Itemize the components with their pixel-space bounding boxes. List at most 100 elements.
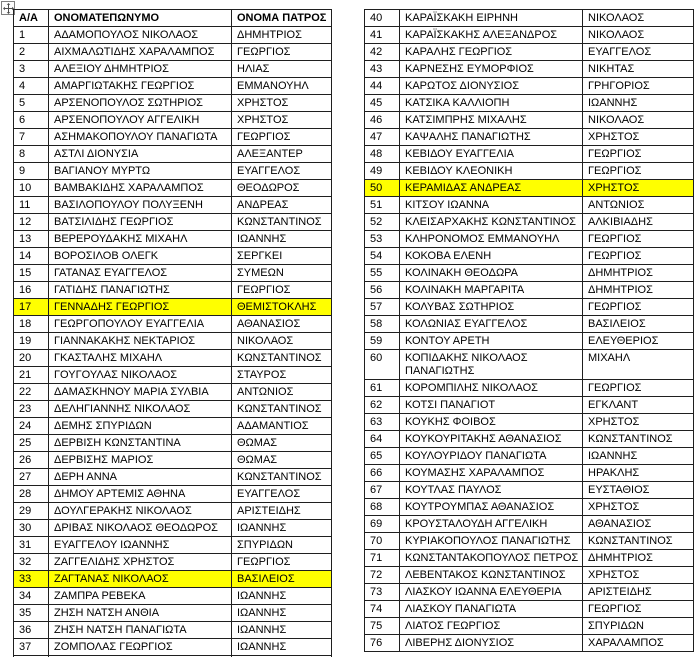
table-row: 43 ΚΑΡΝΕΣΗΣ ΕΥΜΟΡΦΙΟΣ ΝΙΚΗΤΑΣ [364,60,694,78]
row-number-cell: 29 [13,502,49,520]
full-name-cell: ΕΥΑΓΓΕΛΟΥ ΙΩΑΝΝΗΣ [48,536,232,554]
full-name-cell: ΖΗΣΗ ΝΑΤΣΗ ΑΝΘΙΑ [48,604,232,622]
father-name-cell: ΚΩΝΣΤΑΝΤΙΝΟΣ [231,400,332,418]
father-name-cell: ΚΩΝΣΤΑΝΤΙΝΟΣ [582,532,694,550]
father-name-cell: ΣΤΑΥΡΟΣ [231,366,332,384]
row-number-cell: 24 [13,417,49,435]
full-name-cell: ΒΑΓΙΑΝΟΥ ΜΥΡΤΩ [48,162,232,180]
full-name-cell: ΚΑΤΣΙΜΠΡΗΣ ΜΙΧΑΛΗΣ [399,111,583,129]
father-name-cell: ΣΠΥΡΙΔΩΝ [582,617,694,635]
table-row: 9 ΒΑΓΙΑΝΟΥ ΜΥΡΤΩ ΕΥΑΓΓΕΛΟΣ [13,162,332,180]
row-number-cell: 12 [13,213,49,231]
full-name-cell: ΛΙΒΕΡΗΣ ΔΙΟΝΥΣΙΟΣ [399,634,583,652]
row-number-cell: 42 [364,43,400,61]
father-name-cell: ΚΩΝΣΤΑΝΤΙΝΟΣ [582,430,694,448]
father-name-cell: ΓΕΩΡΓΙΟΣ [231,43,332,61]
row-number-cell: 46 [364,111,400,129]
father-name-cell: ΑΛΕΞΑΝΤΕΡ [231,145,332,163]
row-number-cell: 31 [13,536,49,554]
table-row: 60 ΚΟΠΙΔΑΚΗΣ ΝΙΚΟΛΑΟΣ ΠΑΝΑΓΙΩΤΗΣ ΜΙΧΑΗΛ [364,349,694,380]
table-row: 24 ΔΕΜΗΣ ΣΠΥΡΙΔΩΝ ΑΔΑΜΑΝΤΙΟΣ [13,417,332,435]
father-name-cell: ΙΩΑΝΝΗΣ [231,638,332,656]
full-name-cell: ΔΕΡΗ ΑΝΝΑ [48,468,232,486]
row-number-cell: 25 [13,434,49,452]
row-number-cell: 37 [13,638,49,656]
row-number-cell: 27 [13,468,49,486]
father-name-cell: ΓΕΩΡΓΙΟΣ [582,247,694,265]
full-name-cell: ΚΟΠΙΔΑΚΗΣ ΝΙΚΟΛΑΟΣ ΠΑΝΑΓΙΩΤΗΣ [399,349,583,380]
father-name-cell: ΧΡΗΣΤΟΣ [582,179,694,197]
full-name-cell: ΚΡΟΥΣΤΑΛΟΥΔΗ ΑΓΓΕΛΙΚΗ [399,515,583,533]
full-name-cell: ΛΙΑΣΚΟΥ ΙΩΑΝΝΑ ΕΛΕΥΘΕΡΙΑ [399,583,583,601]
row-number-cell: 62 [364,396,400,414]
father-name-cell: ΑΝΤΩΝΙΟΣ [231,383,332,401]
father-name-cell: ΕΛΕΥΘΕΡΙΟΣ [582,332,694,350]
full-name-cell: ΑΜΑΡΓΙΩΤΑΚΗΣ ΓΕΩΡΓΙΟΣ [48,77,232,95]
full-name-cell: ΑΙΧΜΑΛΩΤΙΔΗΣ ΧΑΡΑΛΑΜΠΟΣ [48,43,232,61]
table-row: 74 ΛΙΑΣΚΟΥ ΠΑΝΑΓΙΩΤΑ ΓΕΩΡΓΙΟΣ [364,600,694,618]
table-row: 55 ΚΟΛΙΝΑΚΗ ΘΕΟΔΩΡΑ ΔΗΜΗΤΡΙΟΣ [364,264,694,282]
table-row: 67 ΚΟΥΤΛΑΣ ΠΑΥΛΟΣ ΕΥΣΤΑΘΙΟΣ [364,481,694,499]
table-row: 54 ΚΟΚΟΒΑ ΕΛΕΝΗ ΓΕΩΡΓΙΟΣ [364,247,694,265]
row-number-cell: 48 [364,145,400,163]
father-name-cell: ΧΡΗΣΤΟΣ [582,498,694,516]
row-number-cell: 70 [364,532,400,550]
table-row: 37 ΖΟΜΠΟΛΑΣ ΓΕΩΡΓΙΟΣ ΙΩΑΝΝΗΣ [13,638,332,656]
row-number-cell: 22 [13,383,49,401]
table-row: 1 ΑΔΑΜΟΠΟΥΛΟΣ ΝΙΚΟΛΑΟΣ ΔΗΜΗΤΡΙΟΣ [13,26,332,44]
father-name-cell: ΧΡΗΣΤΟΣ [582,566,694,584]
row-number-cell: 5 [13,94,49,112]
father-name-cell: ΕΥΣΤΑΘΙΟΣ [582,481,694,499]
father-name-cell: ΙΩΑΝΝΗΣ [231,230,332,248]
father-name-cell: ΧΑΡΑΛΑΜΠΟΣ [582,634,694,652]
father-name-cell: ΧΡΗΣΤΟΣ [582,128,694,146]
father-name-cell: ΓΕΩΡΓΙΟΣ [582,379,694,397]
row-number-cell: 18 [13,315,49,333]
full-name-cell: ΚΟΥΜΑΣΗΣ ΧΑΡΑΛΑΜΠΟΣ [399,464,583,482]
father-name-cell: ΓΕΩΡΓΙΟΣ [582,162,694,180]
full-name-cell: ΚΟΥΤΛΑΣ ΠΑΥΛΟΣ [399,481,583,499]
full-name-cell: ΖΑΓΓΕΛΙΔΗΣ ΧΡΗΣΤΟΣ [48,553,232,571]
full-name-cell: ΚΕΒΙΔΟΥ ΚΛΕΟΝΙΚΗ [399,162,583,180]
father-name-cell: ΣΕΡΓΚΕΙ [231,247,332,265]
father-name-cell: ΘΩΜΑΣ [231,451,332,469]
full-name-cell: ΒΟΡΟΣΙΛΟΒ ΟΛΕΓΚ [48,247,232,265]
table-row: 56 ΚΟΛΙΝΑΚΗ ΜΑΡΓΑΡΙΤΑ ΔΗΜΗΤΡΙΟΣ [364,281,694,299]
full-name-cell: ΒΕΡΕΡΟΥΔΑΚΗΣ ΜΙΧΑΗΛ [48,230,232,248]
table-row: 47 ΚΑΨΑΛΗΣ ΠΑΝΑΓΙΩΤΗΣ ΧΡΗΣΤΟΣ [364,128,694,146]
table-row: 66 ΚΟΥΜΑΣΗΣ ΧΑΡΑΛΑΜΠΟΣ ΗΡΑΚΛΗΣ [364,464,694,482]
row-number-cell: 67 [364,481,400,499]
full-name-cell: ΛΙΑΣΚΟΥ ΠΑΝΑΓΙΩΤΑ [399,600,583,618]
row-number-cell: 36 [13,621,49,639]
table-row: 64 ΚΟΥΚΟΥΡΙΤΑΚΗΣ ΑΘΑΝΑΣΙΟΣ ΚΩΝΣΤΑΝΤΙΝΟΣ [364,430,694,448]
row-number-cell: 32 [13,553,49,571]
father-name-cell: ΑΝΤΩΝΙΟΣ [582,196,694,214]
father-name-cell: ΧΡΗΣΤΟΣ [231,94,332,112]
table-row: 57 ΚΟΛΥΒΑΣ ΣΩΤΗΡΙΟΣ ΓΕΩΡΓΙΟΣ [364,298,694,316]
table-row: 3 ΑΛΕΞΙΟΥ ΔΗΜΗΤΡΙΟΣ ΗΛΙΑΣ [13,60,332,78]
father-name-cell: ΑΘΑΝΑΣΙΟΣ [582,515,694,533]
full-name-cell: ΚΥΡΙΑΚΟΠΟΥΛΟΣ ΠΑΝΑΓΙΩΤΗΣ [399,532,583,550]
table-row: 21 ΓΟΥΓΟΥΛΑΣ ΝΙΚΟΛΑΟΣ ΣΤΑΥΡΟΣ [13,366,332,384]
table-row: 68 ΚΟΥΤΡΟΥΜΠΑΣ ΑΘΑΝΑΣΙΟΣ ΧΡΗΣΤΟΣ [364,498,694,516]
full-name-cell: ΒΑΜΒΑΚΙΔΗΣ ΧΑΡΑΛΑΜΠΟΣ [48,179,232,197]
row-number-cell: 61 [364,379,400,397]
row-number-cell: 54 [364,247,400,265]
full-name-cell: ΑΡΣΕΝΟΠΟΥΛΟΥ ΑΓΓΕΛΙΚΗ [48,111,232,129]
row-number-cell: 75 [364,617,400,635]
full-name-cell: ΖΟΜΠΟΛΑΣ ΓΕΩΡΓΙΟΣ [48,638,232,656]
father-name-cell: ΑΘΑΝΑΣΙΟΣ [231,315,332,333]
row-number-cell: 34 [13,587,49,605]
row-number-cell: 41 [364,26,400,44]
father-name-cell: ΓΕΩΡΓΙΟΣ [582,145,694,163]
father-name-cell: ΙΩΑΝΝΗΣ [231,621,332,639]
row-number-cell: 19 [13,332,49,350]
table-row: 34 ΖΑΜΠΡΑ ΡΕΒΕΚΑ ΙΩΑΝΝΗΣ [13,587,332,605]
full-name-cell: ΚΕΒΙΔΟΥ ΕΥΑΓΓΕΛΙΑ [399,145,583,163]
header-father-name: ΟΝΟΜΑ ΠΑΤΡΟΣ [231,9,332,27]
full-name-cell: ΚΟΚΟΒΑ ΕΛΕΝΗ [399,247,583,265]
table-move-handle[interactable] [1,1,15,15]
table-row: 35 ΖΗΣΗ ΝΑΤΣΗ ΑΝΘΙΑ ΙΩΑΝΝΗΣ [13,604,332,622]
father-name-cell: ΚΩΝΣΤΑΝΤΙΝΟΣ [231,213,332,231]
father-name-cell: ΗΡΑΚΛΗΣ [582,464,694,482]
